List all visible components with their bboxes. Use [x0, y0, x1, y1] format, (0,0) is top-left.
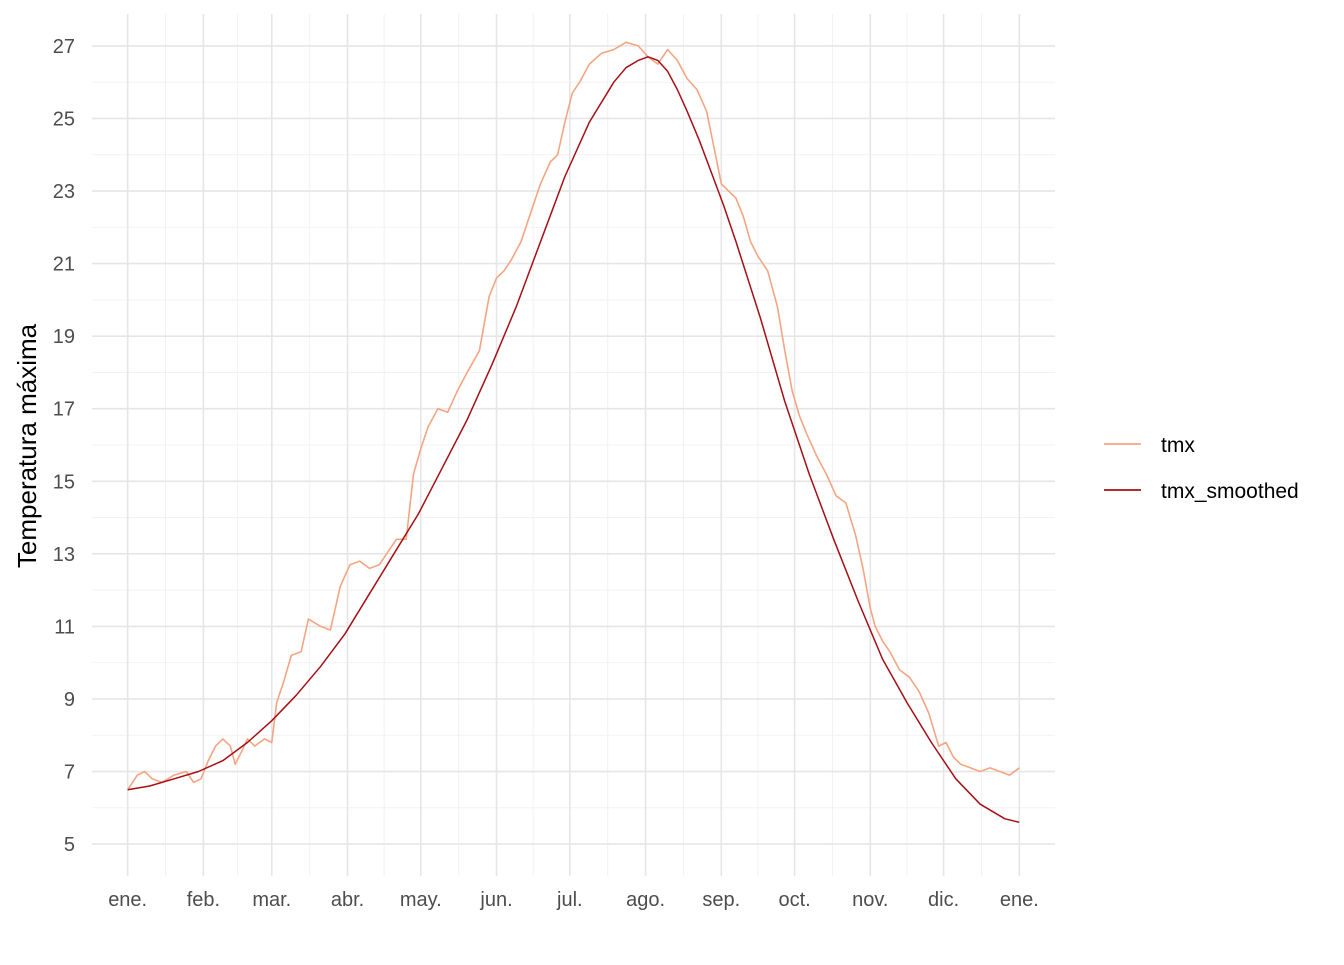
y-tick-label: 15 [53, 471, 75, 493]
legend-label: tmx_smoothed [1161, 480, 1299, 503]
y-tick-label: 11 [54, 616, 75, 638]
y-tick-label: 27 [53, 36, 75, 58]
y-tick-label: 7 [64, 762, 75, 784]
y-tick-label: 17 [53, 399, 75, 421]
y-tick-label: 25 [53, 108, 75, 130]
x-tick-label: oct. [778, 889, 810, 911]
x-tick-label: jul. [556, 889, 583, 911]
y-tick-label: 5 [64, 834, 75, 856]
x-tick-label: abr. [331, 889, 364, 911]
legend-label: tmx [1161, 434, 1195, 457]
x-tick-label: ene. [108, 889, 147, 911]
x-tick-label: mar. [252, 889, 291, 911]
grid [92, 14, 1055, 876]
y-tick-label: 23 [53, 181, 75, 203]
x-tick-label: ago. [626, 889, 665, 911]
x-tick-label: dic. [928, 889, 959, 911]
y-tick-label: 19 [53, 326, 75, 348]
series-line-tmx [127, 41, 1020, 791]
x-tick-label: may. [400, 889, 442, 911]
x-tick-label: sep. [702, 889, 740, 911]
legend: tmx tmx_smoothed [1104, 434, 1299, 503]
x-tick-label: ene. [1000, 889, 1039, 911]
axes: 5 7 9 11 13 15 17 19 21 23 25 27 ene. feb. mar. abr. may… [53, 36, 1039, 911]
series-group [127, 41, 1020, 824]
series-line-tmx-smoothed [127, 56, 1020, 824]
x-tick-label: nov. [852, 889, 888, 911]
x-tick-label: feb. [187, 889, 220, 911]
y-axis-title: Temperatura máxima [12, 323, 42, 568]
x-tick-label: jun. [479, 889, 512, 911]
y-tick-label: 9 [64, 689, 75, 711]
y-tick-label: 13 [53, 544, 75, 566]
y-tick-label: 21 [53, 254, 75, 276]
